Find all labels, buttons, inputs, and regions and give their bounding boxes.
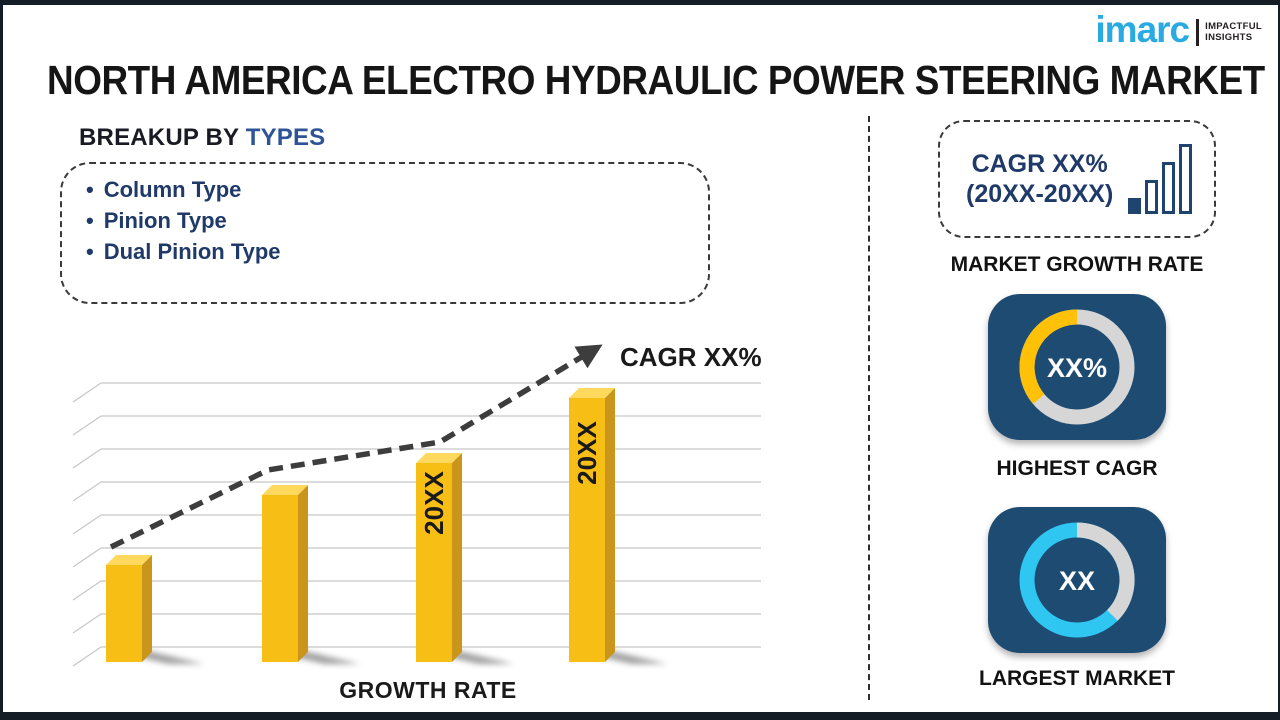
breakup-heading: BREAKUP BY TYPES — [79, 124, 325, 152]
breakup-item-label: Dual Pinion Type — [103, 239, 281, 264]
donut-highlight-arc — [1019, 309, 1078, 404]
bar-chart-icon-bar4 — [1179, 144, 1192, 214]
trend-arrow — [109, 344, 603, 550]
list-item: • Column Type — [86, 174, 684, 205]
breakup-heading-highlight: TYPES — [245, 124, 326, 151]
bar-1 — [106, 555, 152, 662]
growth-rate-bar-chart: 20XX 20XX CAGR XX% GROWTH RATE — [63, 335, 763, 715]
highest-cagr-donut-chart: XX% — [1019, 309, 1135, 425]
breakup-heading-prefix: BREAKUP BY — [79, 124, 239, 151]
growth-box-line1: CAGR XX% — [971, 150, 1108, 178]
bar-3: 20XX — [416, 453, 462, 662]
page-title: NORTH AMERICA ELECTRO HYDRAULIC POWER ST… — [47, 57, 1265, 103]
logo-tagline-line2: INSIGHTS — [1205, 32, 1253, 43]
list-item: • Pinion Type — [86, 205, 684, 236]
bar-4-year-label: 20XX — [572, 421, 602, 485]
x-axis-label: GROWTH RATE — [339, 677, 517, 703]
breakup-types-list: • Column Type • Pinion Type • Dual Pinion T… — [86, 174, 684, 267]
highest-cagr-card: XX% — [988, 294, 1166, 440]
growth-box-line2: (20XX-20XX) — [966, 180, 1114, 208]
bar-chart-icon-bar3 — [1162, 162, 1175, 214]
largest-market-label: LARGEST MARKET — [979, 667, 1175, 690]
bar-chart-icon — [1128, 144, 1192, 214]
breakup-item-label: Pinion Type — [103, 208, 227, 233]
market-growth-rate-box: CAGR XX% (20XX-20XX) — [938, 120, 1216, 238]
bar-series: 20XX 20XX — [106, 388, 615, 662]
logo-divider — [1196, 18, 1200, 46]
section-divider — [868, 116, 870, 700]
largest-market-donut-chart: XX — [1019, 522, 1135, 638]
imarc-logo-text: imarc — [1095, 9, 1190, 50]
highest-cagr-value: XX% — [1047, 353, 1107, 383]
bullet-icon: • — [86, 208, 94, 233]
bullet-icon: • — [86, 239, 94, 264]
highest-cagr-label: HIGHEST CAGR — [996, 457, 1158, 480]
list-item: • Dual Pinion Type — [86, 236, 684, 267]
breakup-item-label: Column Type — [103, 177, 242, 202]
breakup-types-box: • Column Type • Pinion Type • Dual Pinion T… — [60, 162, 710, 304]
growth-box-text: CAGR XX% (20XX-20XX) — [966, 149, 1113, 209]
bar-chart-icon-bar2 — [1145, 180, 1158, 214]
largest-market-value: XX — [1059, 566, 1095, 596]
bar-2 — [262, 485, 308, 662]
donut-remainder-arc — [1076, 522, 1135, 621]
bottom-frame-bar — [3, 712, 1278, 720]
bar-chart-svg: 20XX 20XX CAGR XX% GROWTH RATE — [72, 342, 762, 703]
bullet-icon: • — [86, 177, 94, 202]
top-frame-bar — [3, 0, 1278, 5]
bar-4: 20XX — [569, 388, 615, 662]
cagr-trend-label: CAGR XX% — [620, 342, 762, 372]
bar-3-year-label: 20XX — [419, 471, 449, 535]
bar-chart-icon-bar1 — [1128, 198, 1141, 214]
imarc-logo: imarc IMPACTFUL INSIGHTS — [1095, 9, 1262, 50]
market-growth-rate-label: MARKET GROWTH RATE — [950, 253, 1204, 276]
logo-tagline-line1: IMPACTFUL — [1205, 21, 1262, 32]
logo-tagline: IMPACTFUL INSIGHTS — [1205, 21, 1262, 43]
largest-market-card: XX — [988, 507, 1166, 653]
